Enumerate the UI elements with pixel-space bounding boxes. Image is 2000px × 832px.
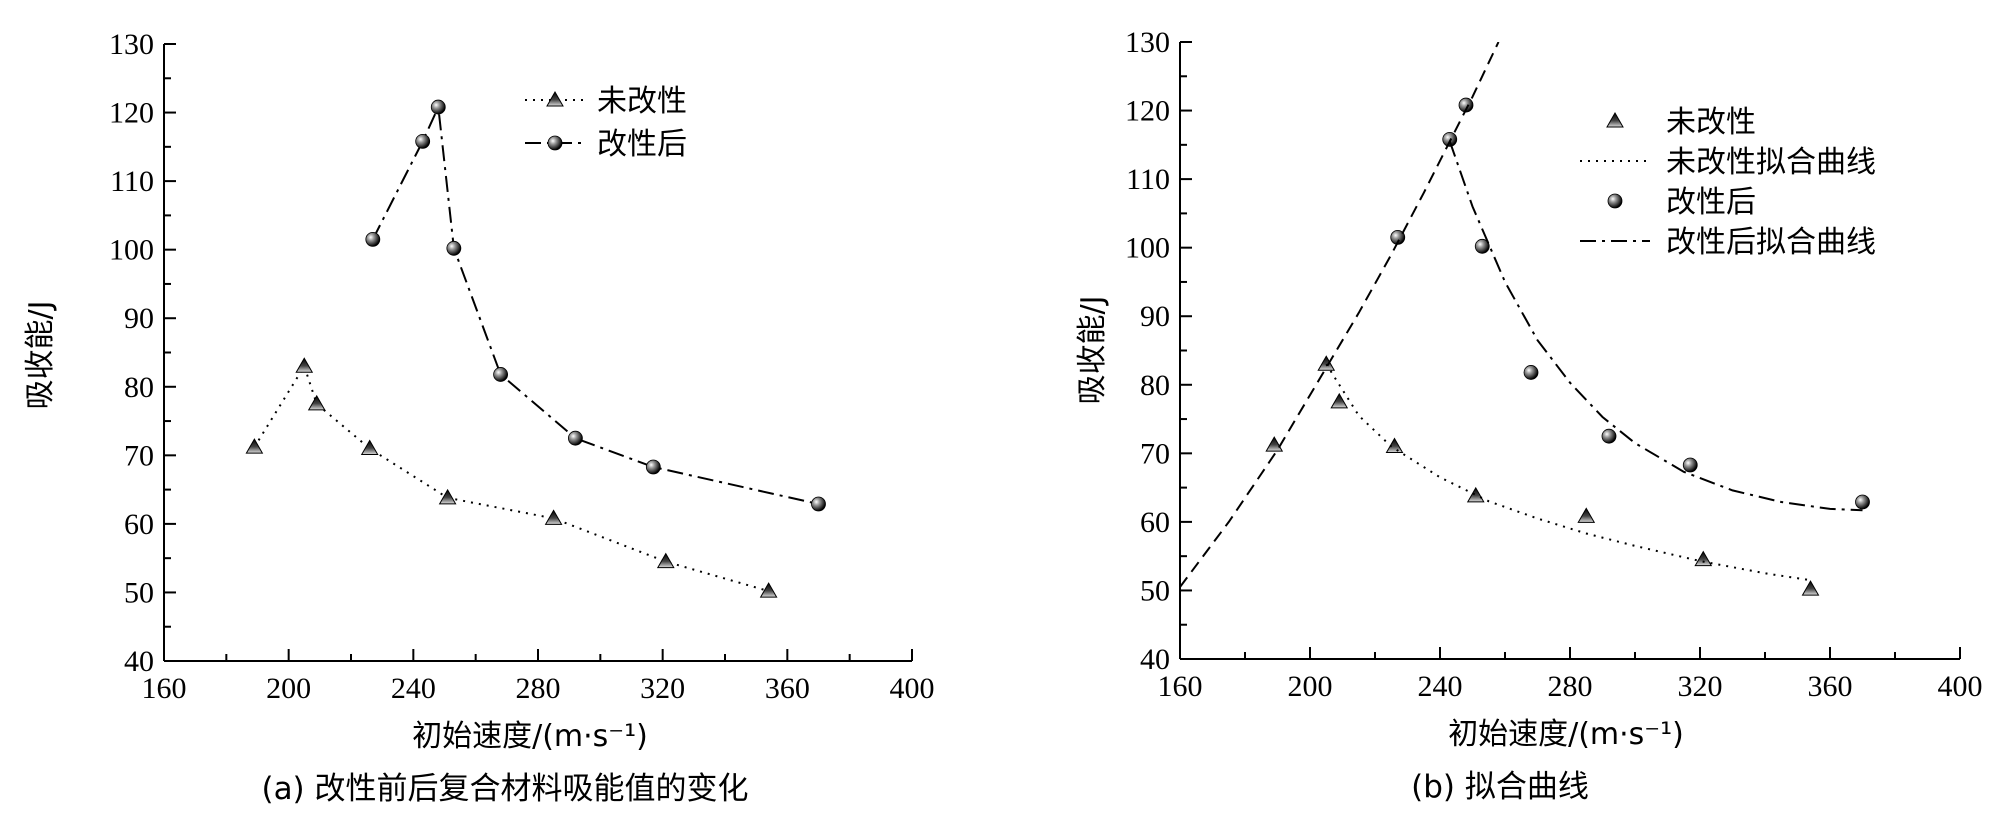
chart-b-series-2-point xyxy=(1601,428,1617,444)
chart-a-y-tick-label: 80 xyxy=(124,371,154,404)
chart-a-x-tick-label: 200 xyxy=(266,672,311,705)
chart-b-series-0-point xyxy=(1330,392,1349,409)
chart-a-series-1-point xyxy=(415,133,431,149)
chart-a-legend-label: 未改性 xyxy=(597,84,687,119)
chart-b-x-tick-label: 280 xyxy=(1548,670,1593,703)
chart-a-y-tick-label: 100 xyxy=(109,234,154,267)
chart-a-x-tick-label: 320 xyxy=(640,672,685,705)
chart-a-xlabel: 初始速度/(m·s⁻¹) xyxy=(412,719,648,754)
chart-b-x-tick-label: 400 xyxy=(1938,670,1983,703)
chart-b-legend-marker xyxy=(1606,111,1624,128)
chart-a-series-1-point xyxy=(493,367,509,382)
chart-a-legend-label: 改性后 xyxy=(597,127,687,162)
chart-a-legend-marker xyxy=(547,135,563,151)
chart-a-y-tick-label: 120 xyxy=(109,97,154,130)
chart-b-series-0-point xyxy=(1466,486,1485,503)
chart-a-y-tick-label: 110 xyxy=(110,165,154,198)
chart-a-series-0-point xyxy=(295,357,314,373)
chart-a-x-tick-label: 160 xyxy=(142,672,187,705)
chart-b-y-tick-label: 110 xyxy=(1126,163,1170,196)
chart-b-legend-label: 改性后拟合曲线 xyxy=(1666,225,1876,260)
chart-a-y-tick-label: 40 xyxy=(124,645,154,678)
chart-b-y-tick-label: 40 xyxy=(1140,643,1170,676)
chart-b-xlabel: 初始速度/(m·s⁻¹) xyxy=(1448,717,1684,752)
chart-a-x-tick-label: 400 xyxy=(890,672,935,705)
chart-b-x-tick-label: 240 xyxy=(1418,670,1463,703)
chart-a-series-1-point xyxy=(811,496,826,512)
chart-a-series xyxy=(245,99,826,598)
chart-b-series-0-point xyxy=(1694,550,1713,567)
chart-b-y-tick-label: 90 xyxy=(1140,300,1170,333)
chart-b-series-0-point xyxy=(1385,437,1404,453)
chart-b-series-0-point xyxy=(1577,507,1596,523)
chart-a-y-tick-label: 90 xyxy=(124,302,154,335)
chart-b-series-0-point xyxy=(1265,436,1284,452)
chart-a-series-0-line xyxy=(253,363,769,593)
chart-a-caption: (a) 改性前后复合材料吸能值的变化 xyxy=(261,771,748,807)
chart-a-y-tick-label: 70 xyxy=(124,439,154,472)
chart-b-series-0-point xyxy=(1801,580,1820,596)
chart-b-ylabel: 吸收能/J xyxy=(1075,296,1110,405)
chart-a-series-1-point xyxy=(430,99,446,115)
chart-a-ylabel: 吸收能/J xyxy=(23,301,58,410)
chart-b-y-tick-label: 60 xyxy=(1140,506,1170,539)
chart-b-y-tick-label: 80 xyxy=(1140,369,1170,402)
chart-a-series-0-point xyxy=(759,582,778,598)
chart-b-axes: 160 200 240 280 320 360 400 40 50 60 70 80 90 100 110 1… xyxy=(1125,26,1983,703)
chart-b-legend-label: 未改性拟合曲线 xyxy=(1666,145,1876,180)
chart-a-series-1-point xyxy=(568,430,583,446)
chart-b-series-2-point xyxy=(1523,365,1539,380)
chart-b-y-tick-label: 130 xyxy=(1125,26,1170,59)
chart-a-series-0-point xyxy=(544,509,563,525)
chart-b-x-tick-label: 160 xyxy=(1158,670,1203,703)
chart-b-legend-label: 未改性 xyxy=(1666,105,1756,140)
chart-a: 160 200 240 280 320 360 400 40 50 60 70 80 90 100 110 1… xyxy=(23,28,935,807)
chart-a-x-tick-label: 280 xyxy=(516,672,561,705)
chart-b-y-tick-label: 100 xyxy=(1125,232,1170,265)
chart-b-x-tick-label: 320 xyxy=(1678,670,1723,703)
chart-a-series-1-point xyxy=(365,231,381,247)
chart-a-axes: 160 200 240 280 320 360 400 40 50 60 70 80 90 100 110 1… xyxy=(109,28,935,705)
chart-a-series-0-point xyxy=(307,394,326,411)
chart-a-x-tick-label: 240 xyxy=(391,672,436,705)
chart-b-y-tick-label: 120 xyxy=(1125,95,1170,128)
chart-a-legend-marker xyxy=(546,90,564,107)
chart-a-series-0-point xyxy=(438,488,457,505)
chart-b-y-tick-label: 50 xyxy=(1140,574,1170,607)
chart-b-series-0-point xyxy=(1317,355,1336,371)
chart-b-y-tick-label: 70 xyxy=(1140,437,1170,470)
chart-a-series-1-line xyxy=(371,103,819,505)
chart-b-series-4-line xyxy=(1180,42,1500,588)
chart-b-caption: (b) 拟合曲线 xyxy=(1411,769,1589,805)
chart-b-series-2-point xyxy=(1458,97,1474,113)
chart-b-legend-marker xyxy=(1607,193,1623,209)
chart-a-series-1-point xyxy=(645,459,661,475)
chart-b-legend-label: 改性后 xyxy=(1666,185,1756,220)
chart-a-y-tick-label: 130 xyxy=(109,28,154,61)
chart-b-x-tick-label: 200 xyxy=(1288,670,1333,703)
chart-b-series-2-point xyxy=(1474,238,1490,254)
chart-a-series-1-point xyxy=(446,240,462,256)
chart-b-series-2-point xyxy=(1855,494,1870,510)
chart-b-x-tick-label: 360 xyxy=(1808,670,1853,703)
chart-a-y-tick-label: 50 xyxy=(124,576,154,609)
chart-a-series-0-point xyxy=(245,438,264,454)
chart-b: 160 200 240 280 320 360 400 40 50 60 70 80 90 100 110 1… xyxy=(1075,26,1983,805)
chart-a-x-tick-label: 360 xyxy=(765,672,810,705)
chart-b-series-3-line xyxy=(1448,141,1863,512)
chart-a-series-0-point xyxy=(656,552,675,569)
chart-a-series-0-point xyxy=(360,439,379,455)
chart-a-y-tick-label: 60 xyxy=(124,508,154,541)
chart-b-series-2-point xyxy=(1682,457,1698,473)
chart-b-series xyxy=(1180,42,1870,596)
chart-b-series-1-line xyxy=(1325,363,1811,582)
